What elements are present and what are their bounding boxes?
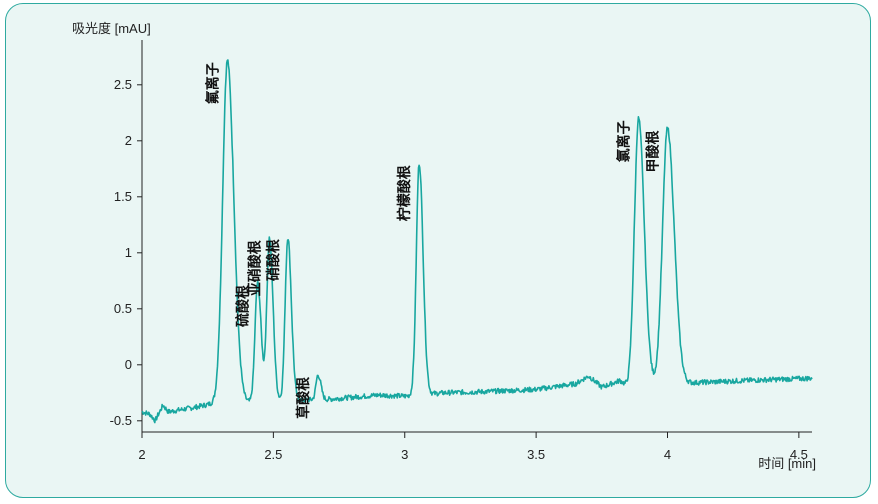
y-tick-label: 0 — [125, 357, 132, 372]
y-tick-label: 1.5 — [114, 189, 132, 204]
x-tick-label: 3 — [401, 447, 408, 462]
y-tick-label: 0.5 — [114, 301, 132, 316]
x-tick-label: 4.5 — [790, 447, 808, 462]
y-tick-label: -0.5 — [110, 413, 132, 428]
peak-label: 氯离子 — [616, 120, 632, 162]
peak-label: 氟离子 — [204, 62, 220, 104]
peak-label: 草酸根 — [295, 376, 311, 419]
x-axis-title: 时间 [min] — [758, 456, 816, 471]
ticks: -0.5 0 0.5 1 1.5 2 2.5 2 2.5 3 3.5 4 4.5 — [110, 77, 808, 462]
axes — [141, 40, 812, 433]
x-tick-label: 3.5 — [527, 447, 545, 462]
x-tick-label: 2.5 — [264, 447, 282, 462]
chromatogram-trace — [141, 59, 813, 424]
y-tick-label: 1 — [125, 245, 132, 260]
peak-label: 硫酸根 — [235, 284, 251, 327]
peak-label: 柠檬酸根 — [396, 164, 412, 221]
y-axis-title: 吸光度 [mAU] — [72, 21, 151, 36]
peak-label: 硝酸根 — [265, 238, 281, 281]
y-tick-label: 2 — [125, 133, 132, 148]
y-tick-label: 2.5 — [114, 77, 132, 92]
peak-label: 亚硝酸根 — [246, 239, 262, 296]
x-tick-label: 4 — [664, 447, 671, 462]
peak-label: 甲酸根 — [645, 130, 661, 173]
x-tick-label: 2 — [138, 447, 145, 462]
